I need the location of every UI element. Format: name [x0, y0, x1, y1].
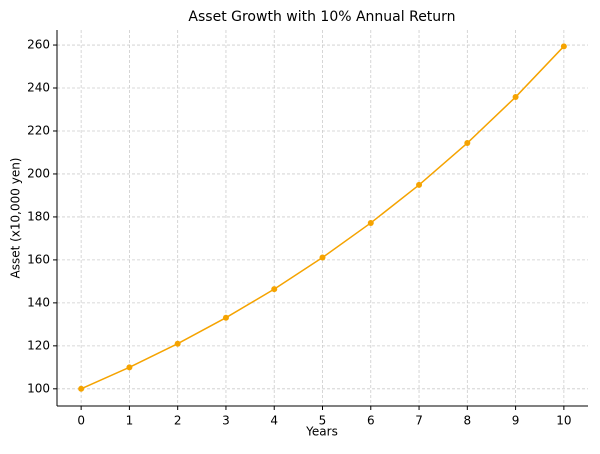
data-point [222, 314, 229, 321]
y-tick-label: 260 [27, 38, 50, 52]
data-point [512, 94, 519, 101]
data-point [271, 286, 278, 293]
y-tick-label: 120 [27, 338, 50, 352]
x-tick-label: 1 [126, 414, 134, 428]
x-tick-label: 9 [512, 414, 520, 428]
data-point [174, 340, 181, 347]
data-point [319, 254, 326, 261]
y-tick-label: 180 [27, 209, 50, 223]
x-tick-label: 5 [319, 414, 327, 428]
data-point [78, 385, 85, 392]
chart-title: Asset Growth with 10% Annual Return [188, 9, 455, 25]
data-point [126, 364, 133, 371]
x-tick-label: 7 [415, 414, 423, 428]
data-point [464, 140, 471, 147]
x-tick-label: 4 [270, 414, 278, 428]
x-tick-label: 2 [174, 414, 182, 428]
x-tick-label: 10 [556, 414, 571, 428]
y-tick-label: 100 [27, 381, 50, 395]
data-point [560, 43, 567, 50]
x-tick-label: 3 [222, 414, 230, 428]
y-tick-label: 200 [27, 166, 50, 180]
x-tick-label: 8 [463, 414, 471, 428]
y-tick-label: 160 [27, 252, 50, 266]
y-tick-label: 220 [27, 123, 50, 137]
y-tick-label: 240 [27, 81, 50, 95]
data-point [416, 181, 423, 188]
x-axis-label: Years [305, 425, 338, 439]
x-tick-label: 6 [367, 414, 375, 428]
x-tick-label: 0 [77, 414, 85, 428]
data-point [367, 219, 374, 226]
y-axis-label: Asset (x10,000 yen) [9, 158, 23, 279]
y-tick-label: 140 [27, 295, 50, 309]
